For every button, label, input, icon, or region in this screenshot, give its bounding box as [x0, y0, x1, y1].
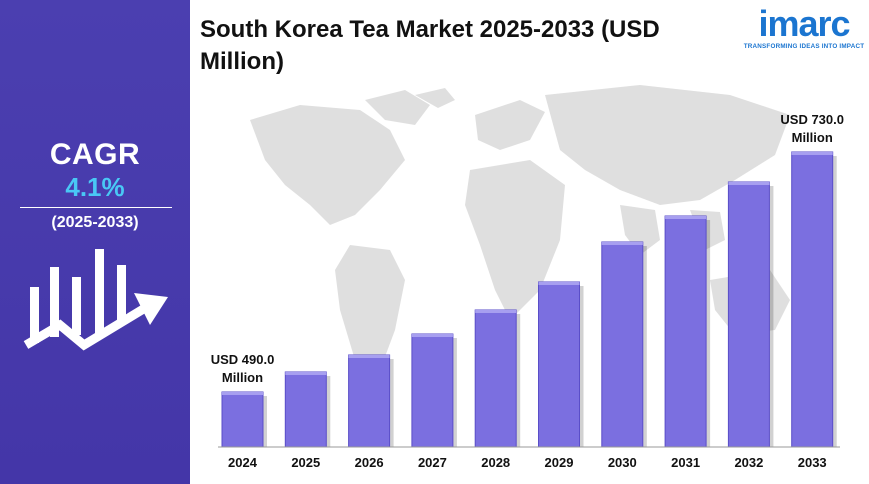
- x-tick-label: 2033: [798, 455, 827, 470]
- bar-top: [285, 372, 327, 375]
- bar-body: [221, 391, 264, 448]
- value-annotation: Million: [792, 130, 833, 145]
- bar-body: [791, 151, 834, 448]
- x-tick-label: 2024: [228, 455, 258, 470]
- bar-body: [284, 371, 327, 448]
- bar-2024: [221, 391, 267, 448]
- bar-2033: [791, 151, 837, 448]
- bar-top: [411, 334, 453, 337]
- bar-body: [538, 281, 580, 448]
- x-tick-label: 2025: [291, 455, 320, 470]
- bar-2032: [727, 181, 774, 448]
- bar-top: [348, 355, 390, 358]
- bar-2025: [284, 371, 331, 448]
- bar-body: [348, 354, 391, 448]
- x-tick-label: 2027: [418, 455, 447, 470]
- x-tick-label: 2031: [671, 455, 700, 470]
- bar-top: [538, 282, 580, 285]
- x-tick-label: 2029: [545, 455, 574, 470]
- x-tick-label: 2028: [481, 455, 510, 470]
- bar-body: [411, 333, 454, 448]
- bar-body: [601, 241, 644, 448]
- chart-title: South Korea Tea Market 2025-2033 (USD Mi…: [200, 16, 660, 75]
- bar-2031: [664, 215, 711, 448]
- bar-2029: [538, 281, 584, 448]
- bar-2026: [348, 354, 394, 448]
- x-tick-label: 2030: [608, 455, 637, 470]
- value-annotation: Million: [222, 370, 263, 385]
- cagr-value: 4.1%: [65, 172, 125, 202]
- x-tick-label: 2026: [355, 455, 384, 470]
- cagr-period: (2025-2033): [51, 214, 139, 231]
- imarc-logo: imarc TRANSFORMING IDEAS INTO IMPACT: [742, 2, 866, 52]
- value-annotation: USD 730.0: [780, 112, 844, 127]
- logo-wordmark: imarc: [758, 3, 850, 44]
- bar-2028: [474, 309, 521, 448]
- bar-top: [222, 392, 263, 395]
- cagr-title: CAGR: [49, 138, 141, 171]
- bar-2027: [411, 333, 457, 448]
- bar-2030: [601, 241, 647, 448]
- bar-chart: 2024 2025 2026 2027 2028 2029 2030 2031 2032 2033…: [211, 85, 844, 470]
- bar-body: [727, 181, 770, 448]
- bar-top: [791, 152, 833, 155]
- bar-top: [665, 216, 707, 219]
- x-tick-label: 2032: [734, 455, 763, 470]
- divider: [20, 207, 172, 208]
- logo-tagline: TRANSFORMING IDEAS INTO IMPACT: [743, 43, 865, 50]
- bar-body: [664, 215, 707, 448]
- bar-top: [475, 310, 517, 313]
- value-annotation: USD 490.0: [211, 352, 275, 367]
- growth-chart-icon: [23, 249, 168, 351]
- cagr-panel: CAGR 4.1% (2025-2033): [0, 0, 190, 484]
- chart-area: 2024 2025 2026 2027 2028 2029 2030 2031 2032 2033…: [190, 0, 869, 484]
- bar-body: [474, 309, 517, 448]
- bar-top: [601, 242, 643, 245]
- bar-top: [728, 182, 770, 185]
